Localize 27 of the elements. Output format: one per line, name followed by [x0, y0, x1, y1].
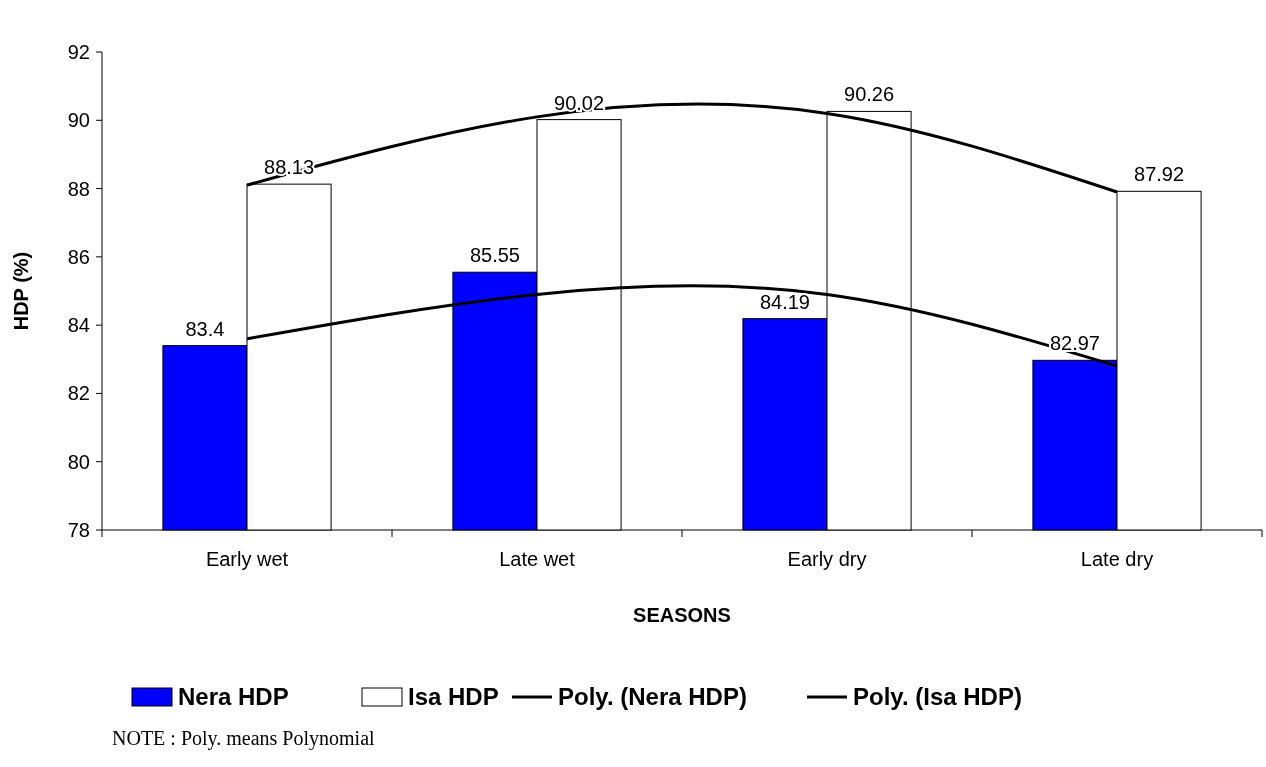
- x-tick-label: Early dry: [787, 548, 867, 570]
- y-axis-title: HDP (%): [10, 251, 32, 331]
- legend-label: Isa HDP: [408, 683, 499, 711]
- x-tick-label: Late wet: [499, 548, 576, 570]
- legend-label: Nera HDP: [178, 683, 289, 711]
- legend-label: Poly. (Isa HDP): [853, 683, 1022, 711]
- x-tick-label: Early wet: [205, 548, 289, 570]
- y-tick-label: 84: [67, 314, 90, 337]
- data-label: 82.97: [1049, 332, 1100, 355]
- data-label: 90.26: [844, 83, 895, 106]
- data-label: 87.92: [1134, 163, 1185, 186]
- x-tick-label: Late dry: [1080, 548, 1154, 570]
- y-tick-label: 82: [67, 382, 90, 405]
- data-label: 84.19: [759, 290, 810, 313]
- y-tick-label: 78: [67, 519, 90, 541]
- legend-label: Poly. (Nera HDP): [558, 683, 747, 711]
- y-tick-label: 86: [67, 245, 90, 268]
- data-label: 90.02: [554, 91, 605, 114]
- y-tick-label: 88: [67, 177, 90, 200]
- text: NOTE : Poly. means Polynomial: [112, 727, 376, 750]
- y-tick-label: 92: [67, 41, 90, 63]
- data-label: 88.13: [264, 156, 315, 179]
- x-axis-title: SEASONS: [633, 604, 731, 626]
- y-tick-label: 90: [67, 109, 90, 132]
- data-label: 85.55: [469, 244, 520, 267]
- y-tick-label: 80: [67, 450, 90, 473]
- data-label: 83.4: [185, 317, 225, 340]
